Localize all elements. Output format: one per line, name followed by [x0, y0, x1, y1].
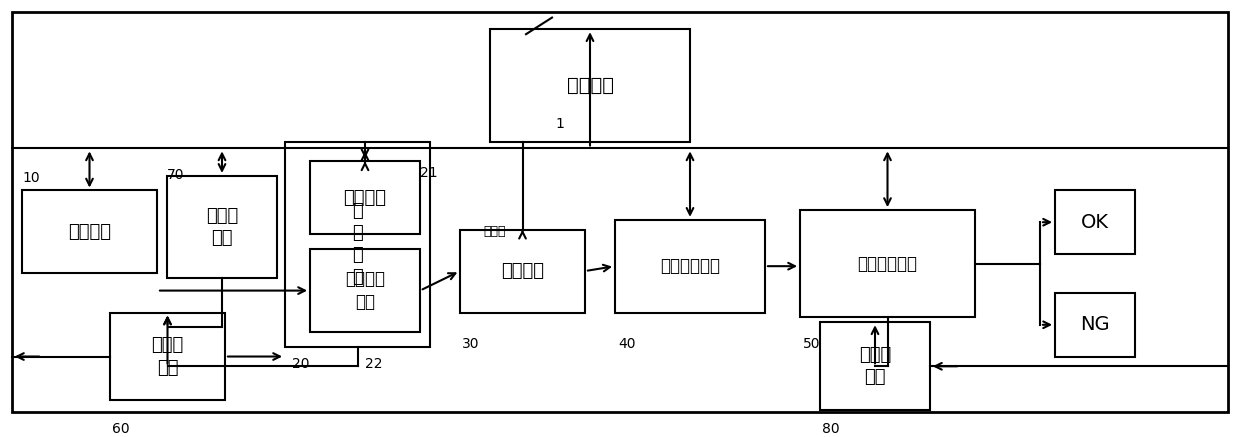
Text: 40: 40 — [618, 337, 635, 351]
Text: 画面获取装置: 画面获取装置 — [858, 255, 918, 273]
Text: 第三机
械手: 第三机 械手 — [859, 346, 892, 386]
Text: 10: 10 — [22, 171, 40, 185]
Bar — [22, 191, 157, 274]
Text: 1: 1 — [556, 117, 564, 131]
Text: 探针测试装置: 探针测试装置 — [660, 257, 720, 275]
Text: OK: OK — [1081, 213, 1109, 232]
Bar — [800, 210, 975, 317]
Bar — [110, 312, 224, 400]
Text: 定位装置: 定位装置 — [343, 189, 387, 207]
Text: 22: 22 — [365, 357, 382, 371]
Text: 第一机
械手: 第一机 械手 — [151, 336, 184, 377]
Text: 第二机
械手: 第二机 械手 — [206, 207, 238, 247]
Bar — [285, 142, 430, 347]
Bar — [460, 229, 585, 312]
Bar — [820, 323, 930, 410]
Bar — [490, 29, 689, 142]
Text: 30: 30 — [463, 337, 480, 351]
Bar — [615, 220, 765, 312]
Text: 主控系统: 主控系统 — [567, 76, 614, 95]
Text: 发光装置: 发光装置 — [501, 262, 544, 280]
Text: 60: 60 — [112, 422, 130, 436]
Text: 20: 20 — [291, 357, 310, 371]
Text: 21: 21 — [420, 166, 438, 180]
Text: 定位判定
装置: 定位判定 装置 — [345, 271, 384, 311]
Bar — [1055, 191, 1135, 254]
Bar — [167, 176, 277, 278]
Text: 液晶盒: 液晶盒 — [484, 225, 506, 238]
Bar — [310, 249, 420, 332]
Bar — [1055, 293, 1135, 357]
Bar — [310, 161, 420, 234]
Text: NG: NG — [1080, 315, 1110, 334]
Text: 70: 70 — [167, 168, 185, 182]
Text: 定
位
系
统: 定 位 系 统 — [352, 202, 363, 287]
Text: 50: 50 — [804, 337, 821, 351]
Text: 进料装置: 进料装置 — [68, 223, 112, 241]
Text: 80: 80 — [822, 422, 839, 436]
